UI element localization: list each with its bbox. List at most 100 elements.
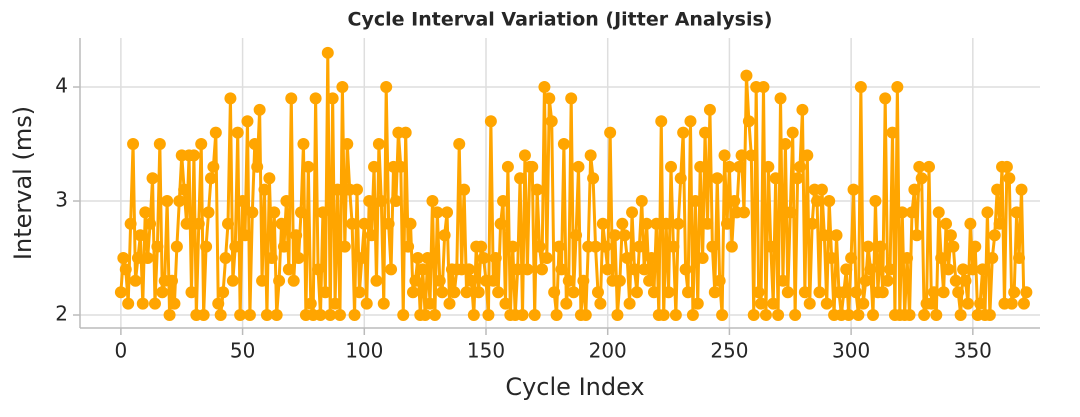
point [591,286,604,299]
point [209,126,222,139]
point [611,309,624,322]
point [499,297,512,310]
point [703,103,716,116]
point [285,92,298,105]
point [794,160,806,173]
point [942,263,955,276]
point [798,286,811,299]
point [867,309,880,322]
point [1010,206,1023,219]
point [876,286,889,299]
point [557,138,570,151]
point [742,115,755,128]
point [869,195,882,208]
point [983,309,996,322]
point [884,263,897,276]
point [368,160,381,173]
point [811,195,824,208]
point [786,126,799,139]
point [197,309,210,322]
point [974,297,987,310]
point [587,172,600,185]
point [886,126,899,139]
point [207,160,220,173]
point [416,263,429,276]
point [151,240,164,253]
point [935,252,948,265]
point [331,183,344,196]
point [297,138,310,151]
point [1013,252,1026,265]
point [540,252,553,265]
x-tick-label: 200 [589,339,627,363]
point [981,206,994,219]
point [129,274,142,287]
point [321,46,334,59]
point [613,274,626,287]
point [538,81,551,94]
point [287,274,300,287]
point [604,126,617,139]
point [192,217,205,230]
point [273,274,286,287]
point [618,229,631,242]
point [265,252,278,265]
point [674,172,687,185]
point [336,81,349,94]
point [531,183,544,196]
point [1005,297,1018,310]
x-tick-label: 50 [230,339,255,363]
point [662,286,675,299]
point [852,309,865,322]
point [1000,160,1013,173]
point [492,286,505,299]
point [406,286,419,299]
point [234,309,247,322]
point [329,297,342,310]
point [224,92,237,105]
point [949,274,962,287]
point [268,206,281,219]
point [185,286,198,299]
point [908,183,921,196]
point [256,274,269,287]
point [905,206,918,219]
point [482,309,495,322]
point [333,309,346,322]
point [589,240,602,253]
point [755,297,768,310]
point [144,217,157,230]
point [944,229,957,242]
point [789,309,802,322]
point [774,92,787,105]
point [925,297,938,310]
point [910,229,923,242]
point [221,217,234,230]
point [623,297,636,310]
point [178,183,191,196]
point [246,206,259,219]
point [957,263,970,276]
point [370,274,383,287]
point [448,286,461,299]
point [961,297,974,310]
point [168,297,181,310]
point [947,240,960,253]
point [443,297,456,310]
x-axis-label: Cycle Index [505,373,644,401]
point [161,195,174,208]
point [638,263,651,276]
point [896,206,909,219]
point [458,183,471,196]
point [484,115,497,128]
point [348,309,361,322]
point [664,160,677,173]
point [548,286,561,299]
point [555,263,568,276]
point [915,172,928,185]
point [489,252,502,265]
point [141,252,154,265]
point [409,274,422,287]
point [562,274,575,287]
point [667,240,680,253]
